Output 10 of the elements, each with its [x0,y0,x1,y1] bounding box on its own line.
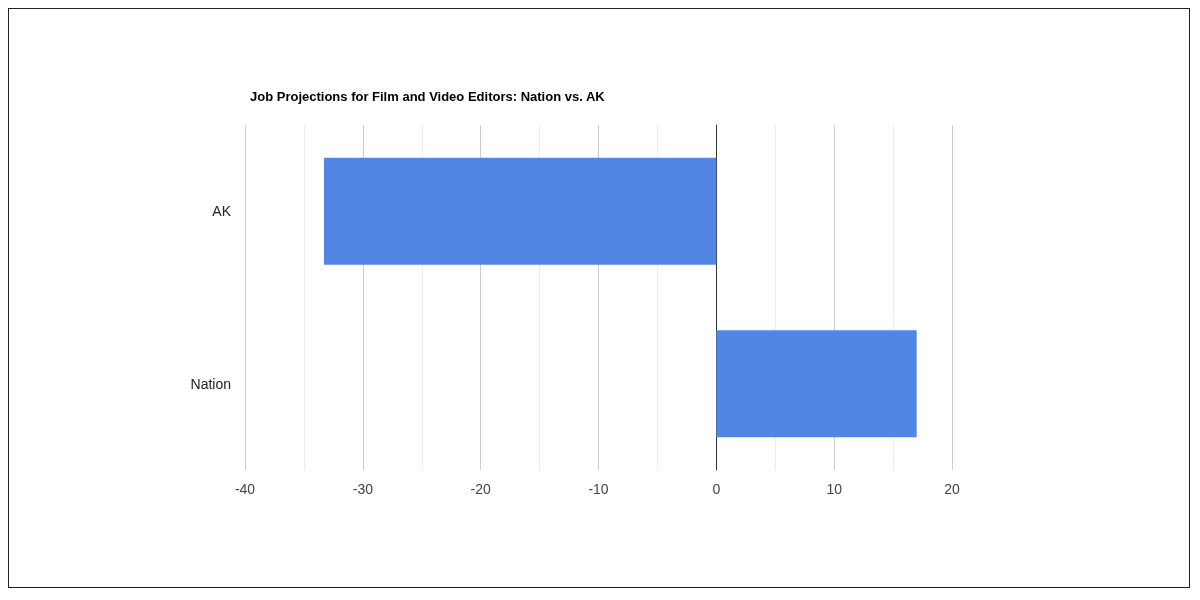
x-tick-label: -30 [352,481,374,497]
y-tick-label: Nation [190,375,231,392]
x-tick-label: 0 [712,481,721,497]
x-tick-label: 10 [826,481,843,497]
x-tick-label: 20 [944,481,960,497]
x-tick-label: -20 [470,481,491,497]
x-tick-label: -40 [234,481,256,497]
x-tick-label: -10 [588,481,609,497]
chart-title: Job Projections for Film and Video Editors: Nation vs. AK [250,89,606,104]
y-tick-label: AK [212,203,232,220]
